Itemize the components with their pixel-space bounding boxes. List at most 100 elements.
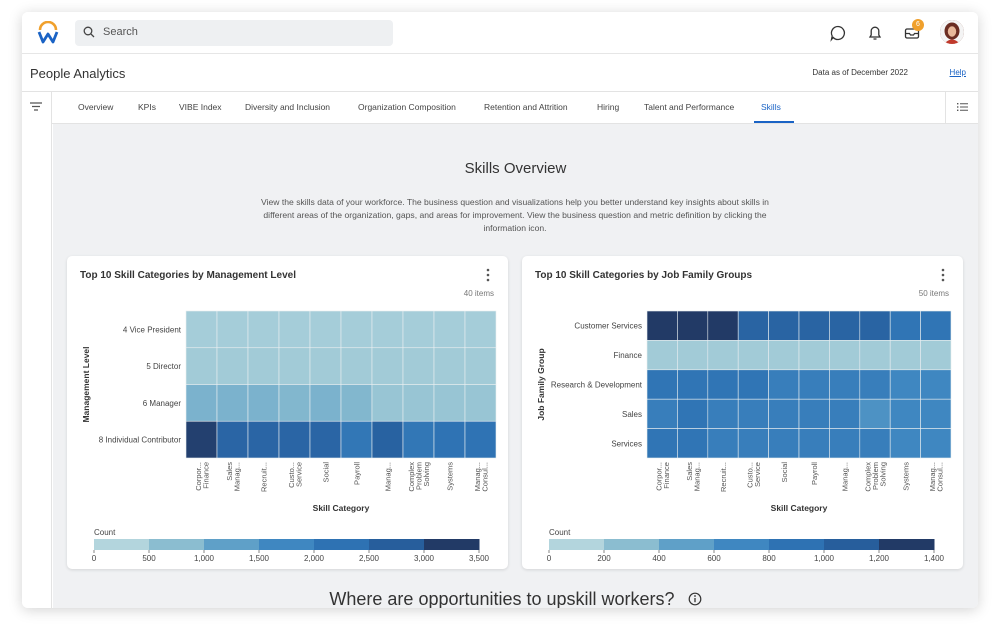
x-tick-label: Problem [871, 462, 880, 490]
legend-title: Count [94, 528, 116, 537]
y-tick-label: Finance [614, 351, 643, 360]
heatmap-cell [216, 310, 249, 349]
x-tick-label: Recruit... [719, 462, 728, 492]
x-tick-label: Problem [415, 462, 424, 490]
legend-tick-label: 1,400 [924, 554, 945, 563]
legend-tick-label: 1,000 [194, 554, 215, 563]
y-tick-label: Sales [622, 410, 642, 419]
tab-retention-and-attrition[interactable]: Retention and Attrition [484, 102, 568, 112]
heatmap-cell [402, 310, 435, 349]
x-tick-label: Solving [422, 462, 431, 487]
search-input[interactable]: Search [75, 20, 393, 46]
y-tick-label: Customer Services [574, 322, 642, 331]
legend-tick-label: 3,000 [414, 554, 435, 563]
heatmap-cell [433, 347, 466, 385]
x-tick-label: Recruit... [260, 462, 269, 492]
tab-vibe-index[interactable]: VIBE Index [179, 102, 222, 112]
x-tick-label: Custo... [746, 462, 755, 488]
y-axis-label: Job Family Group [536, 348, 546, 420]
y-axis-label: Management Level [81, 346, 91, 422]
x-tick-label: Sales [225, 462, 234, 481]
inbox-icon[interactable] [903, 24, 921, 42]
tab-kpis[interactable]: KPIs [138, 102, 156, 112]
heatmap-cell [646, 340, 678, 371]
list-icon [957, 103, 968, 111]
filter-icon[interactable] [29, 101, 43, 113]
heatmap-cell [737, 428, 769, 459]
legend-tick-label: 1,000 [814, 554, 835, 563]
heatmap-cell [859, 398, 891, 429]
tab-overview[interactable]: Overview [78, 102, 114, 112]
tab-menu-button[interactable] [945, 92, 978, 124]
heatmap-cell [737, 369, 769, 400]
x-tick-label: Consul... [480, 462, 489, 492]
heatmap-cell [798, 340, 830, 371]
tab-organization-composition[interactable]: Organization Composition [358, 102, 456, 112]
legend-tick-label: 3,500 [469, 554, 490, 563]
x-tick-label: Complex [407, 462, 416, 492]
info-icon[interactable] [688, 592, 702, 606]
heatmap-cell [889, 340, 921, 371]
app-window: Search 6 People Analytics Data as of Dec… [22, 12, 978, 608]
heatmap-cell [920, 398, 952, 429]
heatmap-cell [340, 310, 373, 349]
heatmap-cell [340, 420, 373, 459]
heatmap-cell [768, 369, 800, 400]
more-options-icon[interactable] [486, 268, 490, 282]
heatmap-cell [677, 428, 709, 459]
heatmap-cell [278, 347, 311, 385]
heatmap-cell [677, 340, 709, 371]
x-tick-label: Social [780, 462, 789, 483]
x-tick-label: Manag... [841, 462, 850, 491]
legend-swatch [714, 539, 770, 550]
chat-icon[interactable] [829, 24, 847, 42]
y-tick-label: 6 Manager [143, 399, 182, 408]
heatmap-cell [464, 420, 497, 459]
more-options-icon[interactable] [941, 268, 945, 282]
item-count: 40 items [463, 289, 494, 298]
heatmap-cell [707, 310, 739, 341]
legend-swatch [204, 539, 260, 550]
x-tick-label: Complex [864, 462, 873, 492]
tab-talent-and-performance[interactable]: Talent and Performance [644, 102, 735, 112]
legend-swatch [369, 539, 425, 550]
heatmap-cell [340, 384, 373, 422]
user-photo [940, 20, 964, 44]
heatmap-cell [464, 310, 497, 349]
help-link[interactable]: Help [949, 68, 966, 77]
legend-title: Count [549, 528, 571, 537]
heatmap-cell [247, 420, 280, 459]
legend-tick-label: 800 [762, 554, 776, 563]
legend-tick-label: 2,500 [359, 554, 380, 563]
heatmap-cell [464, 347, 497, 385]
legend-tick-label: 200 [597, 554, 611, 563]
heatmap-cell [677, 310, 709, 341]
legend-tick-label: 500 [142, 554, 156, 563]
heatmap-cell [247, 347, 280, 385]
heatmap-cell [185, 347, 218, 385]
workday-logo[interactable] [36, 21, 60, 45]
tab-skills[interactable]: Skills [761, 102, 781, 112]
heatmap-cell [646, 398, 678, 429]
heatmap-cell [216, 420, 249, 459]
avatar[interactable] [940, 20, 964, 44]
heatmap-cell [768, 398, 800, 429]
heatmap-chart: Customer Services Finance Research & Devel… [536, 310, 952, 563]
heatmap-cell [402, 384, 435, 422]
heatmap-cell [829, 428, 861, 459]
heatmap-cell [889, 428, 921, 459]
legend-swatch [424, 539, 480, 550]
x-axis-label: Skill Category [771, 503, 828, 513]
tab-diversity-and-inclusion[interactable]: Diversity and Inclusion [245, 102, 331, 112]
legend-swatch [604, 539, 660, 550]
x-tick-label: Manag... [232, 462, 241, 491]
heatmap-cell [216, 384, 249, 422]
heatmap-cell [677, 398, 709, 429]
search-icon [83, 26, 95, 38]
main-content: Skills Overview View the skills data of … [53, 124, 978, 608]
bell-icon[interactable] [866, 24, 884, 42]
tab-hiring[interactable]: Hiring [597, 102, 620, 112]
x-axis-label: Skill Category [313, 503, 370, 513]
legend-tick-label: 400 [652, 554, 666, 563]
heatmap-cell [859, 310, 891, 341]
